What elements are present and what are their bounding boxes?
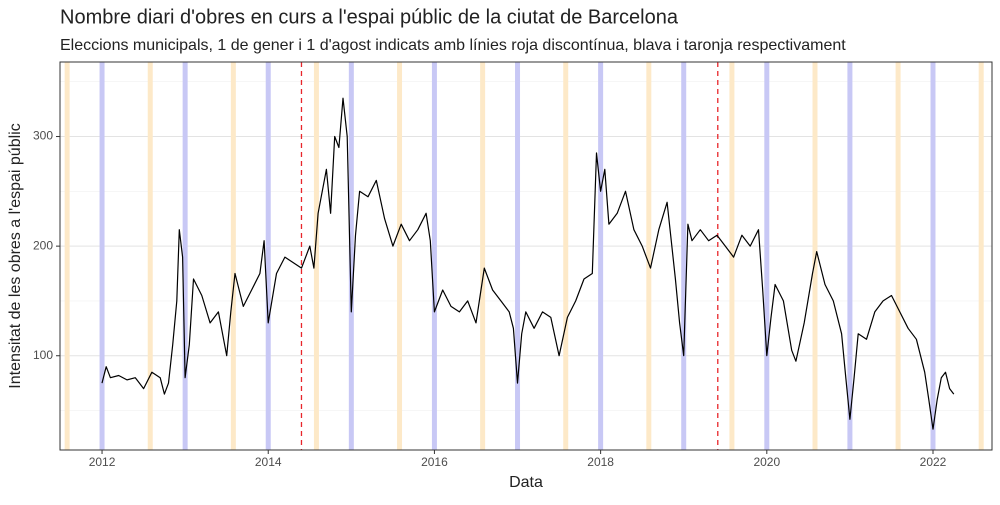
y-tick-label: 100 xyxy=(33,348,53,362)
x-tick-label: 2020 xyxy=(753,455,780,469)
august-band xyxy=(646,62,652,450)
august-band xyxy=(978,62,984,450)
x-tick-label: 2016 xyxy=(421,455,448,469)
january-band xyxy=(847,62,853,450)
january-band xyxy=(348,62,354,450)
august-band xyxy=(230,62,236,450)
august-band xyxy=(64,62,70,450)
x-tick-label: 2022 xyxy=(920,455,947,469)
x-tick-label: 2018 xyxy=(587,455,614,469)
january-band xyxy=(681,62,687,450)
january-band xyxy=(431,62,437,450)
august-band xyxy=(313,62,319,450)
august-band xyxy=(563,62,569,450)
january-band xyxy=(182,62,188,450)
august-band xyxy=(147,62,153,450)
january-band xyxy=(764,62,770,450)
august-band xyxy=(729,62,735,450)
x-tick-label: 2012 xyxy=(89,455,116,469)
january-band xyxy=(515,62,521,450)
august-band xyxy=(397,62,403,450)
y-tick-label: 300 xyxy=(33,129,53,143)
august-band xyxy=(812,62,818,450)
x-axis-label: Data xyxy=(509,474,543,491)
plot-frame xyxy=(59,61,993,451)
x-tick-label: 2014 xyxy=(255,455,282,469)
chart-subtitle: Eleccions municipals, 1 de gener i 1 d'a… xyxy=(60,37,846,54)
january-band xyxy=(598,62,604,450)
january-band xyxy=(930,62,936,450)
august-band xyxy=(895,62,901,450)
august-band xyxy=(480,62,486,450)
y-tick-label: 200 xyxy=(33,238,53,252)
january-band xyxy=(265,62,271,450)
data-line xyxy=(101,97,955,430)
chart-title: Nombre diari d'obres en curs a l'espai p… xyxy=(60,6,679,28)
y-axis-label: Intensitat de les obres a l'espai públic xyxy=(7,123,24,388)
january-band xyxy=(99,62,105,450)
